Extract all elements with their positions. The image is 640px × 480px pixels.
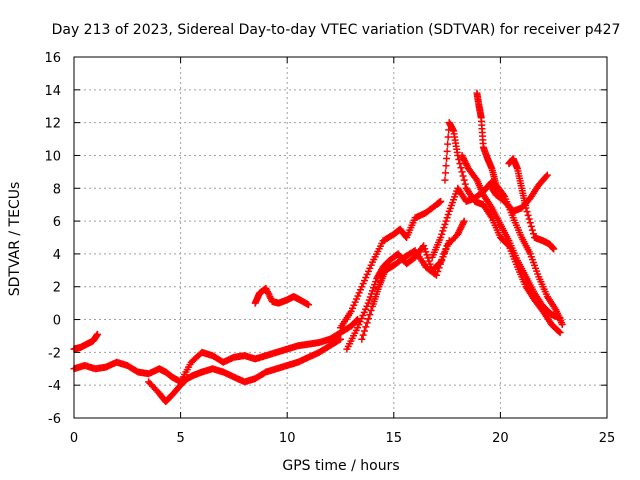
- series-track-c: [145, 335, 344, 406]
- data-point: [524, 211, 532, 219]
- data-point: [526, 219, 534, 227]
- x-tick-label: 10: [279, 431, 296, 446]
- data-point: [444, 140, 452, 148]
- series-track-m: [428, 178, 500, 261]
- data-point: [529, 230, 537, 238]
- data-point: [527, 222, 535, 230]
- data-point: [442, 169, 450, 177]
- x-tick-label: 5: [176, 431, 184, 446]
- y-tick-label: 4: [53, 248, 61, 263]
- y-tick-label: 14: [44, 84, 61, 99]
- data-point: [367, 307, 375, 315]
- series-track-e: [337, 197, 445, 332]
- y-tick-label: -6: [48, 412, 61, 427]
- data-point: [358, 335, 366, 343]
- data-point: [93, 330, 101, 338]
- data-point: [439, 253, 447, 261]
- data-point: [442, 217, 450, 225]
- data-point: [440, 224, 448, 232]
- y-tick-label: -4: [48, 379, 61, 394]
- data-points: [70, 89, 566, 406]
- series-track-a: [70, 330, 101, 353]
- x-tick-label: 15: [386, 431, 403, 446]
- series-track-d: [251, 284, 313, 309]
- data-point: [432, 271, 440, 279]
- series-track-i: [458, 151, 564, 322]
- data-point: [305, 301, 313, 309]
- x-axis-label: GPS time / hours: [282, 458, 399, 474]
- data-point: [439, 227, 447, 235]
- x-tick-label: 0: [70, 431, 78, 446]
- data-point: [441, 220, 449, 228]
- data-point: [335, 336, 343, 344]
- data-point: [444, 211, 452, 219]
- data-point: [543, 171, 551, 179]
- x-tick-label: 20: [492, 431, 509, 446]
- data-point: [443, 155, 451, 163]
- grid: [74, 57, 607, 418]
- chart-title: Day 213 of 2023, Sidereal Day-to-day VTE…: [52, 22, 621, 38]
- data-point: [455, 156, 463, 164]
- data-point: [360, 327, 368, 335]
- data-point: [442, 245, 450, 253]
- data-point: [359, 331, 367, 339]
- data-point: [492, 188, 500, 196]
- data-point: [556, 329, 564, 337]
- series-track-k: [486, 171, 551, 215]
- y-tick-label: -2: [48, 346, 61, 361]
- data-point: [435, 264, 443, 272]
- plot-frame: [73, 56, 608, 419]
- series-track-h: [441, 119, 564, 337]
- data-point: [440, 249, 448, 257]
- data-point: [522, 204, 530, 212]
- data-point: [458, 168, 466, 176]
- data-point: [337, 335, 344, 343]
- data-point: [550, 245, 558, 253]
- data-point: [461, 180, 469, 188]
- data-point: [363, 319, 371, 327]
- y-tick-label: 16: [44, 51, 61, 66]
- data-point: [460, 176, 468, 184]
- y-axis-label: SDTVAR / TECUs: [7, 182, 23, 297]
- y-tick-label: 12: [44, 117, 61, 132]
- data-point: [443, 147, 451, 155]
- data-point: [528, 226, 536, 234]
- x-tick-label: 25: [599, 431, 616, 446]
- data-point: [438, 230, 446, 238]
- data-point: [459, 172, 467, 180]
- data-point: [457, 164, 465, 172]
- axis-ticks: 0 5 10 15 20 25 -6 -4 -2 0 2 4 6 8 10 12 14 16: [44, 51, 615, 446]
- data-point: [525, 215, 533, 223]
- data-point: [456, 160, 464, 168]
- data-point: [460, 217, 468, 225]
- series-track-g: [358, 217, 468, 343]
- y-tick-label: 10: [44, 149, 61, 164]
- data-point: [437, 197, 445, 205]
- y-tick-label: 0: [53, 314, 61, 329]
- data-point: [444, 133, 452, 141]
- data-point: [542, 172, 550, 180]
- data-point: [362, 323, 370, 331]
- data-point: [353, 316, 361, 324]
- data-point: [366, 311, 374, 319]
- data-point: [441, 176, 449, 184]
- data-point: [436, 260, 444, 268]
- series-track-l: [505, 155, 558, 253]
- y-tick-label: 2: [53, 281, 61, 296]
- data-point: [442, 162, 450, 170]
- data-point: [523, 208, 531, 216]
- y-tick-label: 6: [53, 215, 61, 230]
- data-point: [437, 234, 445, 241]
- data-point: [555, 328, 563, 336]
- data-point: [364, 315, 372, 323]
- data-point: [558, 320, 566, 328]
- data-point: [434, 268, 442, 276]
- data-point: [443, 214, 451, 222]
- data-point: [438, 256, 446, 264]
- y-tick-label: 8: [53, 182, 61, 197]
